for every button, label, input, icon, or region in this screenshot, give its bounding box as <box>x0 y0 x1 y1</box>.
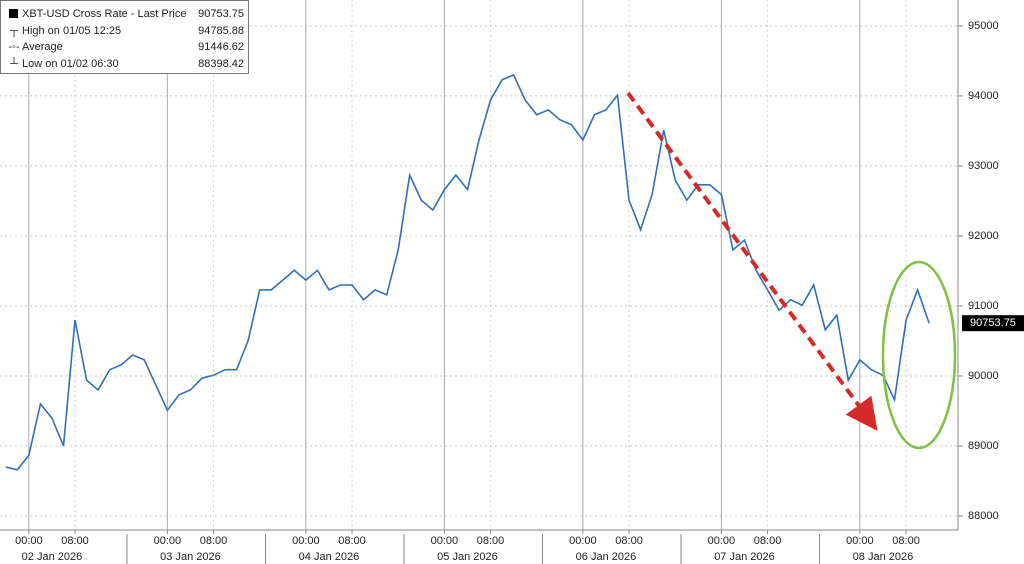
legend-box <box>0 0 249 74</box>
legend-value: 88398.42 <box>198 58 244 70</box>
date-label: 08 Jan 2026 <box>853 551 914 563</box>
legend-value: 90753.75 <box>198 8 244 20</box>
legend-label: Average <box>22 41 63 53</box>
x-tick-label: 08:00 <box>200 535 228 547</box>
y-tick-label: 92000 <box>968 230 999 242</box>
x-tick-label: 08:00 <box>892 535 920 547</box>
x-tick-label: 08:00 <box>61 535 89 547</box>
trend-arrow <box>626 91 878 431</box>
date-label: 07 Jan 2026 <box>714 551 775 563</box>
legend: ┬ -◦- ┴ XBT-USD Cross Rate - Last Price … <box>0 0 249 74</box>
grid <box>0 0 958 530</box>
y-tick-label: 89000 <box>968 440 999 452</box>
last-price-tag <box>962 315 1024 332</box>
x-tick-label: 08:00 <box>477 535 505 547</box>
x-tick-label: 00:00 <box>846 535 874 547</box>
date-label: 03 Jan 2026 <box>160 551 221 563</box>
legend-label: Low on 01/02 06:30 <box>22 58 119 70</box>
x-tick-label: 08:00 <box>754 535 782 547</box>
last-price-label: 90753.75 <box>970 317 1016 329</box>
legend-icon: ┴ <box>9 56 18 70</box>
x-tick-label: 08:00 <box>615 535 643 547</box>
x-tick-label: 00:00 <box>154 535 182 547</box>
date-label: 02 Jan 2026 <box>22 551 83 563</box>
legend-label: High on 01/05 12:25 <box>22 25 121 37</box>
date-label: 04 Jan 2026 <box>299 551 360 563</box>
legend-value: 91446.62 <box>198 41 244 53</box>
date-label: 06 Jan 2026 <box>576 551 637 563</box>
x-tick-label: 00:00 <box>292 535 320 547</box>
x-tick-label: 00:00 <box>15 535 43 547</box>
y-tick-label: 90000 <box>968 370 999 382</box>
legend-icon: -◦- <box>8 41 20 53</box>
y-tick-label: 95000 <box>968 20 999 32</box>
plot <box>5 73 930 471</box>
legend-icon <box>9 9 18 18</box>
legend-value: 94785.88 <box>198 25 244 37</box>
x-tick-label: 00:00 <box>569 535 597 547</box>
y-tick-label: 88000 <box>968 510 999 522</box>
legend-icon: ┬ <box>9 25 18 38</box>
price-line <box>5 73 930 471</box>
x-tick-label: 00:00 <box>708 535 736 547</box>
y-tick-label: 91000 <box>968 300 999 312</box>
y-tick-label: 94000 <box>968 90 999 102</box>
y-tick-label: 93000 <box>968 160 999 172</box>
legend-label: XBT-USD Cross Rate - Last Price <box>22 8 186 20</box>
highlight-ellipse <box>881 260 957 450</box>
x-tick-label: 00:00 <box>431 535 459 547</box>
x-tick-label: 08:00 <box>338 535 366 547</box>
date-label: 05 Jan 2026 <box>437 551 498 563</box>
